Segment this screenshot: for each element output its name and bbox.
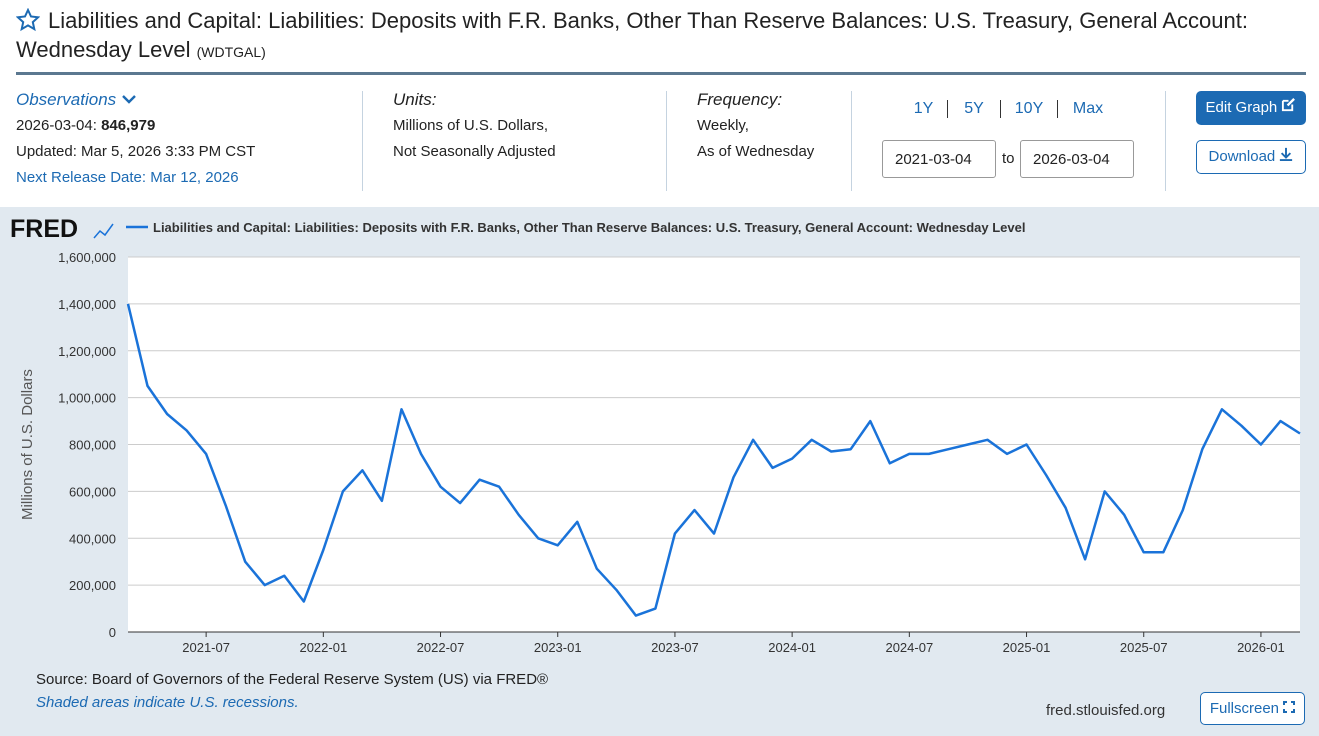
frequency-line: As of Wednesday	[697, 143, 815, 160]
y-axis-label: Millions of U.S. Dollars	[19, 369, 36, 520]
fullscreen-icon	[1283, 701, 1296, 713]
observations-toggle[interactable]: Observations	[16, 87, 255, 113]
range-buttons: 1Y 5Y 10Y Max	[900, 100, 1118, 118]
brand-icon	[93, 223, 114, 239]
observations-label: Observations	[16, 90, 117, 109]
y-tick-label: 1,600,000	[58, 250, 116, 265]
updated: Updated: Mar 5, 2026 3:33 PM CST	[16, 143, 256, 160]
separator	[362, 91, 363, 191]
x-tick-label: 2025-07	[1120, 640, 1168, 655]
download-label: Download	[1208, 148, 1276, 165]
separator	[1165, 91, 1166, 191]
edit-label: Edit Graph	[1205, 99, 1278, 116]
frequency-line: Weekly,	[697, 117, 749, 134]
y-tick-label: 800,000	[69, 438, 116, 453]
y-tick-label: 400,000	[69, 531, 116, 546]
range-button[interactable]: Max	[1072, 100, 1104, 117]
source: Source: Board of Governors of the Federa…	[36, 671, 549, 688]
fullscreen-button[interactable]: Fullscreen	[1200, 692, 1305, 725]
y-tick-label: 0	[109, 625, 116, 640]
series-id: (WDTGAL)	[196, 44, 266, 60]
end-date[interactable]: 2026-03-04	[1020, 140, 1134, 178]
chevron	[122, 95, 136, 104]
title-block: Liabilities and Capital: Liabilities: De…	[16, 6, 1276, 67]
x-tick-label: 2023-01	[534, 640, 582, 655]
units: Units: Millions of U.S. Dollars, Not Sea…	[393, 87, 556, 165]
frequency-label: Frequency:	[697, 90, 783, 109]
download-button[interactable]: Download	[1196, 140, 1306, 174]
y-tick-label: 1,200,000	[58, 344, 116, 359]
x-tick-label: 2021-07	[182, 640, 230, 655]
observations: Observations 2026-03-04: 846,979 Updated…	[16, 87, 255, 191]
y-tick-label: 1,000,000	[58, 391, 116, 406]
obs-value: 846,979	[101, 117, 156, 134]
frequency: Frequency: Weekly, As of Wednesday	[697, 87, 814, 165]
x-tick-label: 2025-01	[1003, 640, 1051, 655]
series-title: Liabilities and Capital: Liabilities: De…	[16, 8, 1248, 62]
series-line	[126, 303, 1301, 617]
x-tick-label: 2022-01	[299, 640, 347, 655]
y-tick-label: 600,000	[69, 484, 116, 499]
x-tick-label: 2024-07	[885, 640, 933, 655]
fullscreen-label: Fullscreen	[1209, 700, 1280, 717]
next-release[interactable]: Next Release Date: Mar 12, 2026	[16, 169, 239, 186]
x-tick-label: 2024-01	[768, 640, 816, 655]
recession-note: Shaded areas indicate U.S. recessions.	[36, 694, 299, 711]
x-tick-label: 2023-07	[651, 640, 699, 655]
legend-label: Liabilities and Capital: Liabilities: De…	[153, 220, 1025, 235]
obs-date: 2026-03-04:	[16, 117, 97, 134]
chart: FRED 0 200,000 400,000 600,000 800,000 1,000,0…	[10, 215, 1301, 655]
range-button[interactable]: 10Y	[1001, 100, 1058, 118]
separator	[851, 91, 852, 191]
download-icon	[1280, 147, 1293, 162]
x-tick-label: 2026-01	[1237, 640, 1285, 655]
units-line: Millions of U.S. Dollars,	[393, 117, 549, 134]
range-button[interactable]: 1Y	[900, 100, 948, 118]
divider	[16, 72, 1306, 75]
to-label: to	[1002, 150, 1015, 167]
brand: FRED	[10, 215, 78, 243]
site-link[interactable]: fred.stlouisfed.org	[1046, 702, 1166, 719]
range-button[interactable]: 5Y	[948, 100, 1001, 118]
units-line: Not Seasonally Adjusted	[393, 143, 556, 160]
separator	[666, 91, 667, 191]
y-tick-label: 200,000	[69, 578, 116, 593]
edit-graph-button[interactable]: Edit Graph	[1196, 91, 1306, 125]
x-tick-label: 2022-07	[417, 640, 465, 655]
units-label: Units:	[393, 90, 437, 109]
favorite-star[interactable]	[16, 8, 40, 32]
start-date[interactable]: 2021-03-04	[882, 140, 996, 178]
edit-icon	[1282, 98, 1296, 112]
y-tick-label: 1,400,000	[58, 297, 116, 312]
